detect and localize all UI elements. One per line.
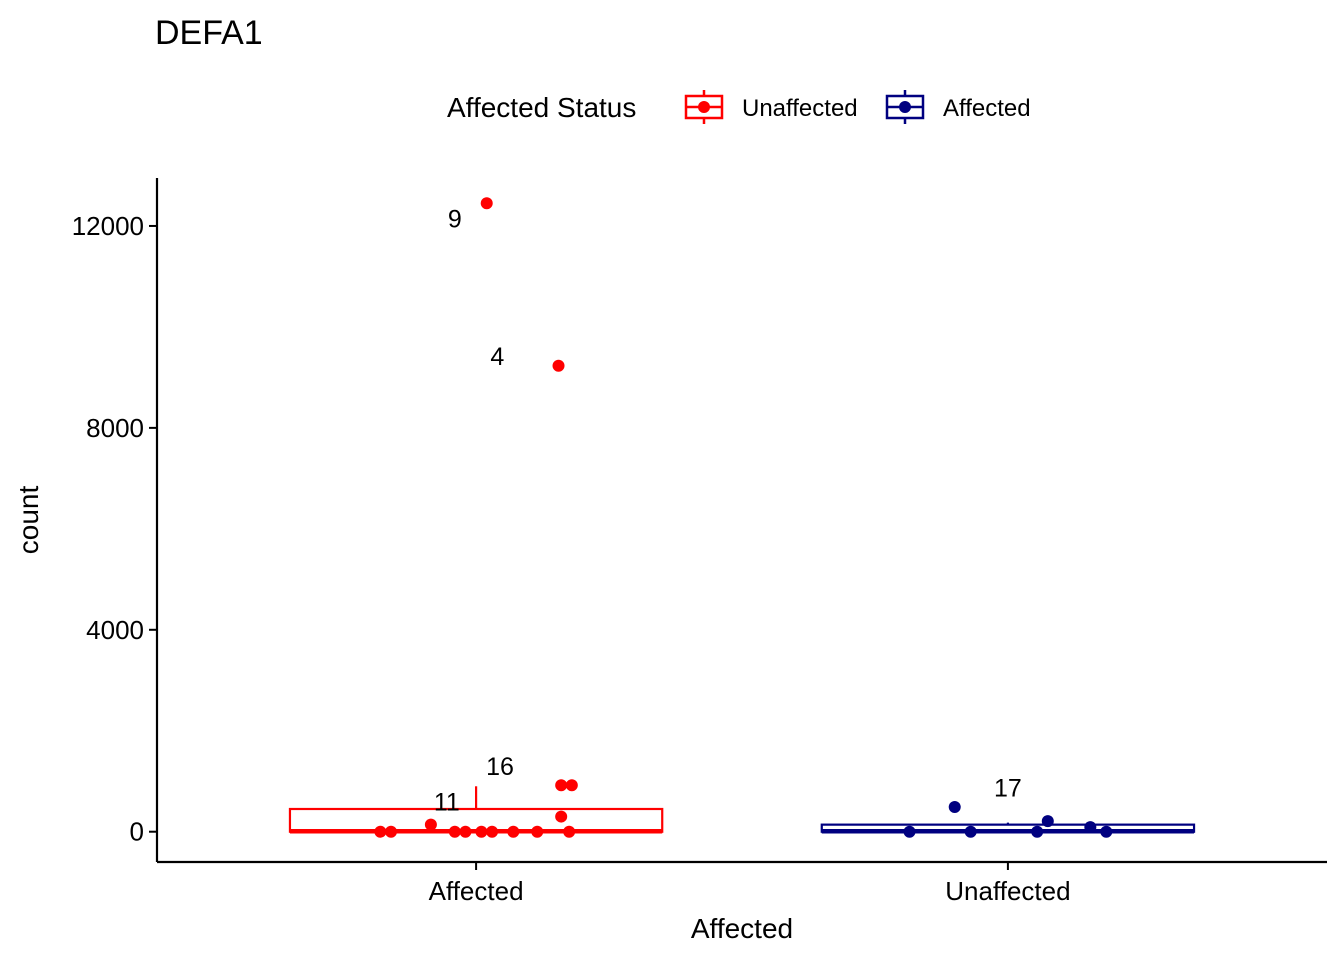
box-affected: [288, 807, 664, 833]
data-point: [1100, 825, 1113, 838]
points: [374, 197, 1113, 838]
data-point: [448, 825, 461, 838]
legend-label-affected: Affected: [943, 95, 1031, 122]
data-point: [459, 825, 472, 838]
y-tick-label: 12000: [72, 211, 144, 241]
data-point: [565, 779, 578, 792]
data-point: [424, 818, 437, 831]
y-axis-title: count: [13, 486, 44, 555]
data-point: [903, 825, 916, 838]
x-ticks: Affected Unaffected: [429, 862, 1071, 906]
data-point: [480, 197, 493, 210]
data-point: [552, 359, 565, 372]
point-labels: 9 4 16 11 17: [434, 205, 1022, 816]
data-point: [475, 825, 488, 838]
data-point: [555, 810, 568, 823]
data-point: [1084, 821, 1097, 834]
legend-label-unaffected: Unaffected: [742, 95, 858, 122]
legend: Affected Status Unaffected Affected: [447, 90, 1031, 124]
point-label: 17: [994, 774, 1022, 802]
point-label: 9: [448, 205, 462, 233]
x-tick-label: Affected: [429, 876, 524, 906]
data-point: [531, 825, 544, 838]
data-point: [507, 825, 520, 838]
data-point: [563, 825, 576, 838]
legend-title: Affected Status: [447, 92, 636, 123]
point-label: 16: [486, 753, 514, 781]
axes: [155, 178, 1327, 864]
data-point: [385, 825, 397, 838]
data-point: [374, 825, 387, 838]
x-axis-title: Affected: [691, 913, 793, 944]
y-tick-label: 4000: [86, 615, 144, 645]
point-label: 4: [490, 343, 504, 371]
legend-key-affected: [885, 90, 925, 124]
chart-title: DEFA1: [155, 14, 263, 52]
y-ticks: 0 4000 8000 12000: [72, 211, 157, 847]
data-point: [1031, 825, 1044, 838]
data-point: [964, 825, 977, 838]
data-point: [948, 800, 961, 813]
data-point: [1041, 815, 1054, 828]
data-point: [555, 779, 568, 792]
data-point: [486, 825, 499, 838]
legend-key-unaffected: [684, 90, 724, 124]
y-tick-label: 0: [130, 817, 144, 847]
point-label: 11: [434, 788, 460, 816]
x-tick-label: Unaffected: [945, 876, 1070, 906]
y-tick-label: 8000: [86, 413, 144, 443]
